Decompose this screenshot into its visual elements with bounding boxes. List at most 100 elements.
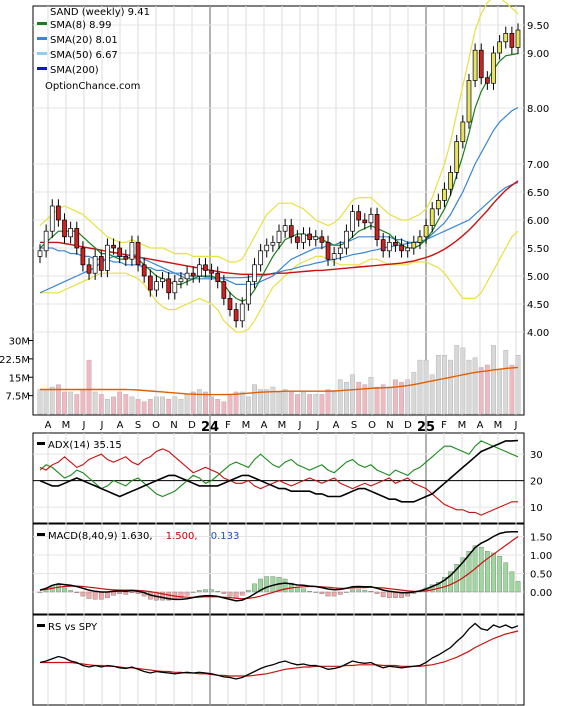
macd-histogram-bar [478,547,484,593]
macd-histogram-bar [460,557,466,593]
volume-bar [43,389,49,415]
macd-histogram-bar [209,589,214,593]
price-tick-label: 6.00 [527,216,549,227]
macd-histogram-bar [313,591,319,593]
volume-bar [160,396,165,415]
macd-histogram-bar [160,591,165,601]
volume-bar [98,394,104,415]
candle-body [184,272,190,280]
volume-bar [386,386,392,415]
price-tick-label: 8.00 [527,104,549,115]
legend-swatch-sma8 [37,22,47,25]
macd-histogram-bar [117,591,123,594]
grid-lines [28,6,524,705]
volume-bar [478,367,484,415]
candle-body [117,247,123,257]
macd-histogram-bar [37,591,43,593]
candle-body [215,272,221,282]
volume-bar [454,345,460,415]
macd-histogram-bar [454,564,460,593]
candle-body [337,247,343,254]
macd-histogram-bar [331,591,337,597]
candle-body [380,239,386,252]
macd-tick-label: 1.50 [530,533,552,544]
volume-bar [172,396,178,415]
candle-body [295,236,300,243]
candle-body [460,121,466,142]
x-tick-label: S [135,420,141,431]
volume-bar [80,389,86,415]
macd-histogram-bar [252,583,257,593]
volume-bar [362,384,368,415]
x-tick-label: F [441,420,447,431]
macd-histogram-bar [190,591,196,593]
candle-body [362,219,368,224]
candle-body [178,278,184,282]
volume-bar [190,391,196,415]
volume-bar [264,389,270,415]
candle-body [356,211,362,221]
candle-body [74,228,80,249]
candle-body [221,281,227,299]
volume-bar [147,399,153,415]
volume-bar [448,359,453,415]
macd-histogram-bar [74,591,80,593]
volume-tick-label: 7.5M [5,392,30,403]
macd-histogram-bar [350,589,355,593]
volume-bar [417,359,423,415]
volume-bar [491,345,496,415]
volume-bar [227,394,233,415]
macd-title-hist: 0.133 [211,531,240,542]
volume-bar [258,389,264,415]
legend-swatch-sma20 [37,37,47,40]
volume-tick-label: 22.5M [0,355,30,366]
macd-histogram-bar [178,591,184,598]
volume-bar [368,377,374,415]
candle-body [98,256,104,271]
macd-title: MACD(8,40,9) 1.630, 1.500, 0.133 [48,531,239,542]
macd-histogram-bar [258,578,263,593]
volume-bar [356,381,362,415]
volume-bar [111,396,116,415]
volume-tick-label: 30M [9,337,30,348]
legend-swatch-sma50 [37,52,47,55]
tick-labels: A M J J A S O N D 24 F M A M J J A S O N D 25 F M A M J9.509.008.0… [0,21,552,599]
volume-bar [331,391,337,415]
candle-body [509,33,515,48]
macd-histogram-bar [215,591,221,593]
macd-histogram-bar [491,552,496,593]
macd-histogram-bar [56,584,61,593]
volume-bar [503,350,509,415]
macd-histogram-bar [442,577,447,593]
macd-histogram-bar [325,591,331,597]
macd-tick-label: 1.00 [530,551,552,562]
price-tick-label: 5.50 [527,244,549,255]
macd-histogram-bar [92,591,98,600]
macd-histogram-bar [68,590,73,593]
price-tick-label: 4.00 [527,328,549,339]
macd-histogram-bar [203,589,208,593]
candle-body [37,250,43,257]
macd-histogram-bar [166,591,172,601]
macd-histogram-bar [429,584,435,593]
candle-body [190,272,196,277]
candle-body [160,278,165,282]
volume-bar [319,394,325,415]
rs-panel-frame [32,614,525,706]
x-tick-label: J [514,420,518,431]
x-tick-label: 25 [417,420,435,435]
candle-body [423,225,429,238]
macd-histogram-bar [196,590,202,593]
volume-bar [55,384,61,415]
candle-body [503,33,509,43]
rs-line [39,622,519,680]
candle-body [166,278,172,294]
candle-body [344,230,349,249]
adx-panel-frame [32,432,525,524]
macd-histogram-bar [435,582,441,593]
macd-title-label: MACD(8,40,9) 1.630, [48,531,153,542]
x-tick-label: O [368,420,376,431]
volume-bar [123,394,129,415]
volume-bar [405,379,411,415]
volume-bar [460,347,466,415]
